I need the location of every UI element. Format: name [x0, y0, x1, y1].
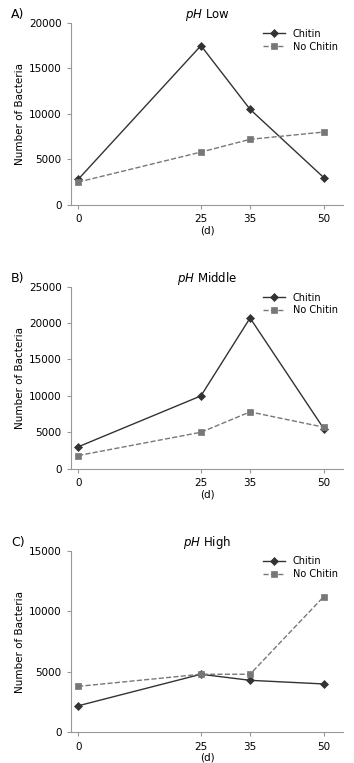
Chitin [248, 676, 252, 685]
No Chitin [322, 423, 326, 432]
No Chitin [322, 592, 326, 601]
No Chitin [248, 135, 252, 144]
No Chitin [248, 670, 252, 679]
No Chitin [76, 178, 80, 187]
Line: Chitin: Chitin [75, 43, 326, 182]
Y-axis label: Number of Bacteria: Number of Bacteria [15, 327, 25, 429]
Text: B): B) [11, 272, 24, 285]
X-axis label: (d): (d) [200, 753, 215, 763]
No Chitin [199, 428, 203, 437]
Legend: Chitin, No Chitin: Chitin, No Chitin [259, 25, 342, 56]
Chitin [322, 173, 326, 182]
Line: No Chitin: No Chitin [75, 409, 326, 459]
Chitin [199, 41, 203, 50]
Line: No Chitin: No Chitin [75, 594, 326, 689]
Chitin [199, 670, 203, 679]
Chitin [199, 391, 203, 401]
X-axis label: (d): (d) [200, 489, 215, 499]
Text: C): C) [11, 536, 24, 549]
Chitin [248, 105, 252, 114]
Line: Chitin: Chitin [75, 315, 326, 449]
Chitin [76, 701, 80, 710]
No Chitin [76, 682, 80, 691]
No Chitin [248, 407, 252, 417]
X-axis label: (d): (d) [200, 225, 215, 235]
No Chitin [322, 127, 326, 137]
Chitin [248, 314, 252, 323]
No Chitin [199, 670, 203, 679]
Chitin [322, 424, 326, 433]
Chitin [76, 443, 80, 452]
Text: A): A) [11, 8, 24, 21]
Y-axis label: Number of Bacteria: Number of Bacteria [15, 63, 25, 165]
Title: $\it{pH}$ Middle: $\it{pH}$ Middle [177, 269, 237, 287]
Y-axis label: Number of Bacteria: Number of Bacteria [15, 591, 25, 693]
Chitin [76, 175, 80, 184]
No Chitin [76, 451, 80, 460]
Legend: Chitin, No Chitin: Chitin, No Chitin [259, 288, 342, 320]
Chitin [322, 679, 326, 688]
Line: Chitin: Chitin [75, 671, 326, 709]
Legend: Chitin, No Chitin: Chitin, No Chitin [259, 552, 342, 583]
Title: $\it{pH}$ High: $\it{pH}$ High [183, 533, 231, 551]
No Chitin [199, 147, 203, 156]
Title: $\it{pH}$ Low: $\it{pH}$ Low [185, 7, 229, 23]
Line: No Chitin: No Chitin [75, 129, 326, 185]
